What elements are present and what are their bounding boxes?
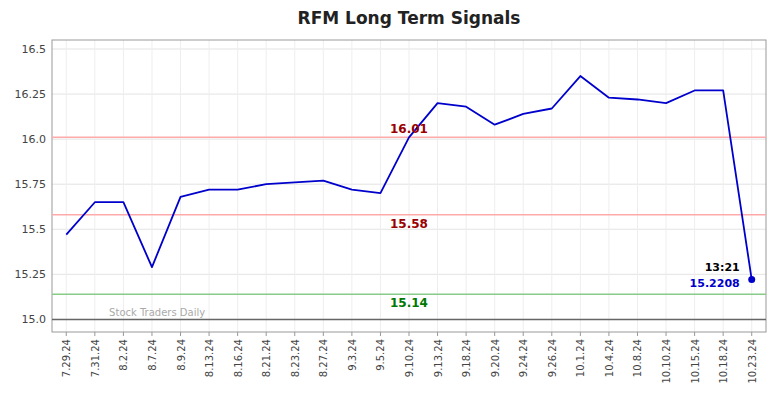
x-grid-line xyxy=(294,40,295,332)
x-grid-line xyxy=(266,40,267,332)
x-tick-label: 9.20.24 xyxy=(490,339,501,377)
x-tick-label: 8.2.24 xyxy=(118,339,129,371)
x-tick xyxy=(409,332,410,336)
x-grid-line xyxy=(437,40,438,332)
price-annotation: 15.2208 xyxy=(690,277,740,290)
x-grid-line xyxy=(409,40,410,332)
x-grid-line xyxy=(637,40,638,332)
x-tick xyxy=(694,332,695,336)
x-grid-line xyxy=(209,40,210,332)
y-tick-label: 15.25 xyxy=(15,268,47,281)
x-tick-label: 8.9.24 xyxy=(176,339,187,371)
y-tick-label: 15.0 xyxy=(22,313,47,326)
x-grid-line xyxy=(666,40,667,332)
x-grid-line xyxy=(523,40,524,332)
x-tick-label: 10.1.24 xyxy=(575,339,586,377)
reference-label: 16.01 xyxy=(390,122,428,136)
x-tick-label: 8.23.24 xyxy=(290,339,301,377)
x-tick-label: 8.13.24 xyxy=(204,339,215,377)
time-annotation: 13:21 xyxy=(705,261,740,274)
x-tick xyxy=(723,332,724,336)
x-tick-label: 9.18.24 xyxy=(461,339,472,377)
x-tick-label: 8.21.24 xyxy=(261,339,272,377)
x-grid-line xyxy=(151,40,152,332)
x-tick xyxy=(294,332,295,336)
x-tick-label: 10.4.24 xyxy=(604,339,615,377)
x-tick-label: 8.7.24 xyxy=(147,339,158,371)
x-tick-label: 10.18.24 xyxy=(718,339,729,384)
last-point xyxy=(748,276,755,283)
x-tick-label: 10.15.24 xyxy=(690,339,701,384)
x-tick xyxy=(551,332,552,336)
x-tick-label: 9.3.24 xyxy=(347,339,358,371)
x-grid-line xyxy=(66,40,67,332)
x-tick-label: 9.24.24 xyxy=(518,339,529,377)
x-grid-line xyxy=(608,40,609,332)
x-tick-label: 9.13.24 xyxy=(433,339,444,377)
x-grid-line xyxy=(580,40,581,332)
x-grid-line xyxy=(237,40,238,332)
x-tick xyxy=(380,332,381,336)
reference-line xyxy=(52,319,766,321)
x-tick xyxy=(209,332,210,336)
x-tick xyxy=(266,332,267,336)
x-tick xyxy=(437,332,438,336)
reference-label: 15.14 xyxy=(390,296,428,310)
x-tick xyxy=(608,332,609,336)
x-tick xyxy=(323,332,324,336)
y-tick-label: 16.25 xyxy=(15,88,47,101)
x-grid-line xyxy=(351,40,352,332)
x-grid-line xyxy=(380,40,381,332)
x-tick xyxy=(123,332,124,336)
x-grid-line xyxy=(494,40,495,332)
chart: RFM Long Term Signals 15.0 15.25 15.5 15.75 1… xyxy=(0,0,784,398)
watermark: Stock Traders Daily xyxy=(109,307,205,318)
x-tick xyxy=(351,332,352,336)
x-tick-label: 10.8.24 xyxy=(632,339,643,377)
x-tick xyxy=(466,332,467,336)
x-axis: 7.29.24 7.31.24 8.2.24 8.7.24 8.9.24 8.13.24 8… xyxy=(61,332,757,384)
y-grid-line xyxy=(52,319,766,320)
x-grid-line xyxy=(94,40,95,332)
grid xyxy=(52,40,766,332)
x-tick xyxy=(523,332,524,336)
y-tick-label: 16.0 xyxy=(22,133,47,146)
x-grid-line xyxy=(180,40,181,332)
x-tick-label: 9.5.24 xyxy=(375,339,386,371)
x-tick-label: 8.27.24 xyxy=(318,339,329,377)
x-tick xyxy=(494,332,495,336)
x-tick-label: 7.31.24 xyxy=(90,339,101,377)
series xyxy=(66,76,755,283)
x-tick-label: 9.26.24 xyxy=(547,339,558,377)
x-grid-line xyxy=(323,40,324,332)
x-tick-label: 8.16.24 xyxy=(233,339,244,377)
x-tick-label: 10.10.24 xyxy=(661,339,672,384)
x-tick xyxy=(637,332,638,336)
x-grid-line xyxy=(751,40,752,332)
x-grid-line xyxy=(551,40,552,332)
x-tick xyxy=(180,332,181,336)
price-line xyxy=(66,76,751,280)
x-tick xyxy=(666,332,667,336)
x-tick xyxy=(751,332,752,336)
x-tick xyxy=(237,332,238,336)
reference-lines xyxy=(52,137,766,319)
reference-line xyxy=(52,214,766,216)
x-tick xyxy=(151,332,152,336)
x-tick xyxy=(66,332,67,336)
y-tick-label: 16.5 xyxy=(22,43,47,56)
reference-label: 15.58 xyxy=(390,217,428,231)
x-tick-label: 7.29.24 xyxy=(61,339,72,377)
x-tick-label: 9.10.24 xyxy=(404,339,415,377)
y-tick-label: 15.5 xyxy=(22,223,47,236)
plot-frame xyxy=(52,40,766,332)
x-tick xyxy=(580,332,581,336)
title: RFM Long Term Signals xyxy=(298,8,521,28)
y-tick-label: 15.75 xyxy=(15,178,47,191)
x-tick-label: 10.23.24 xyxy=(747,339,758,384)
x-grid-line xyxy=(123,40,124,332)
reference-line xyxy=(52,293,766,295)
x-tick xyxy=(94,332,95,336)
x-grid-line xyxy=(466,40,467,332)
